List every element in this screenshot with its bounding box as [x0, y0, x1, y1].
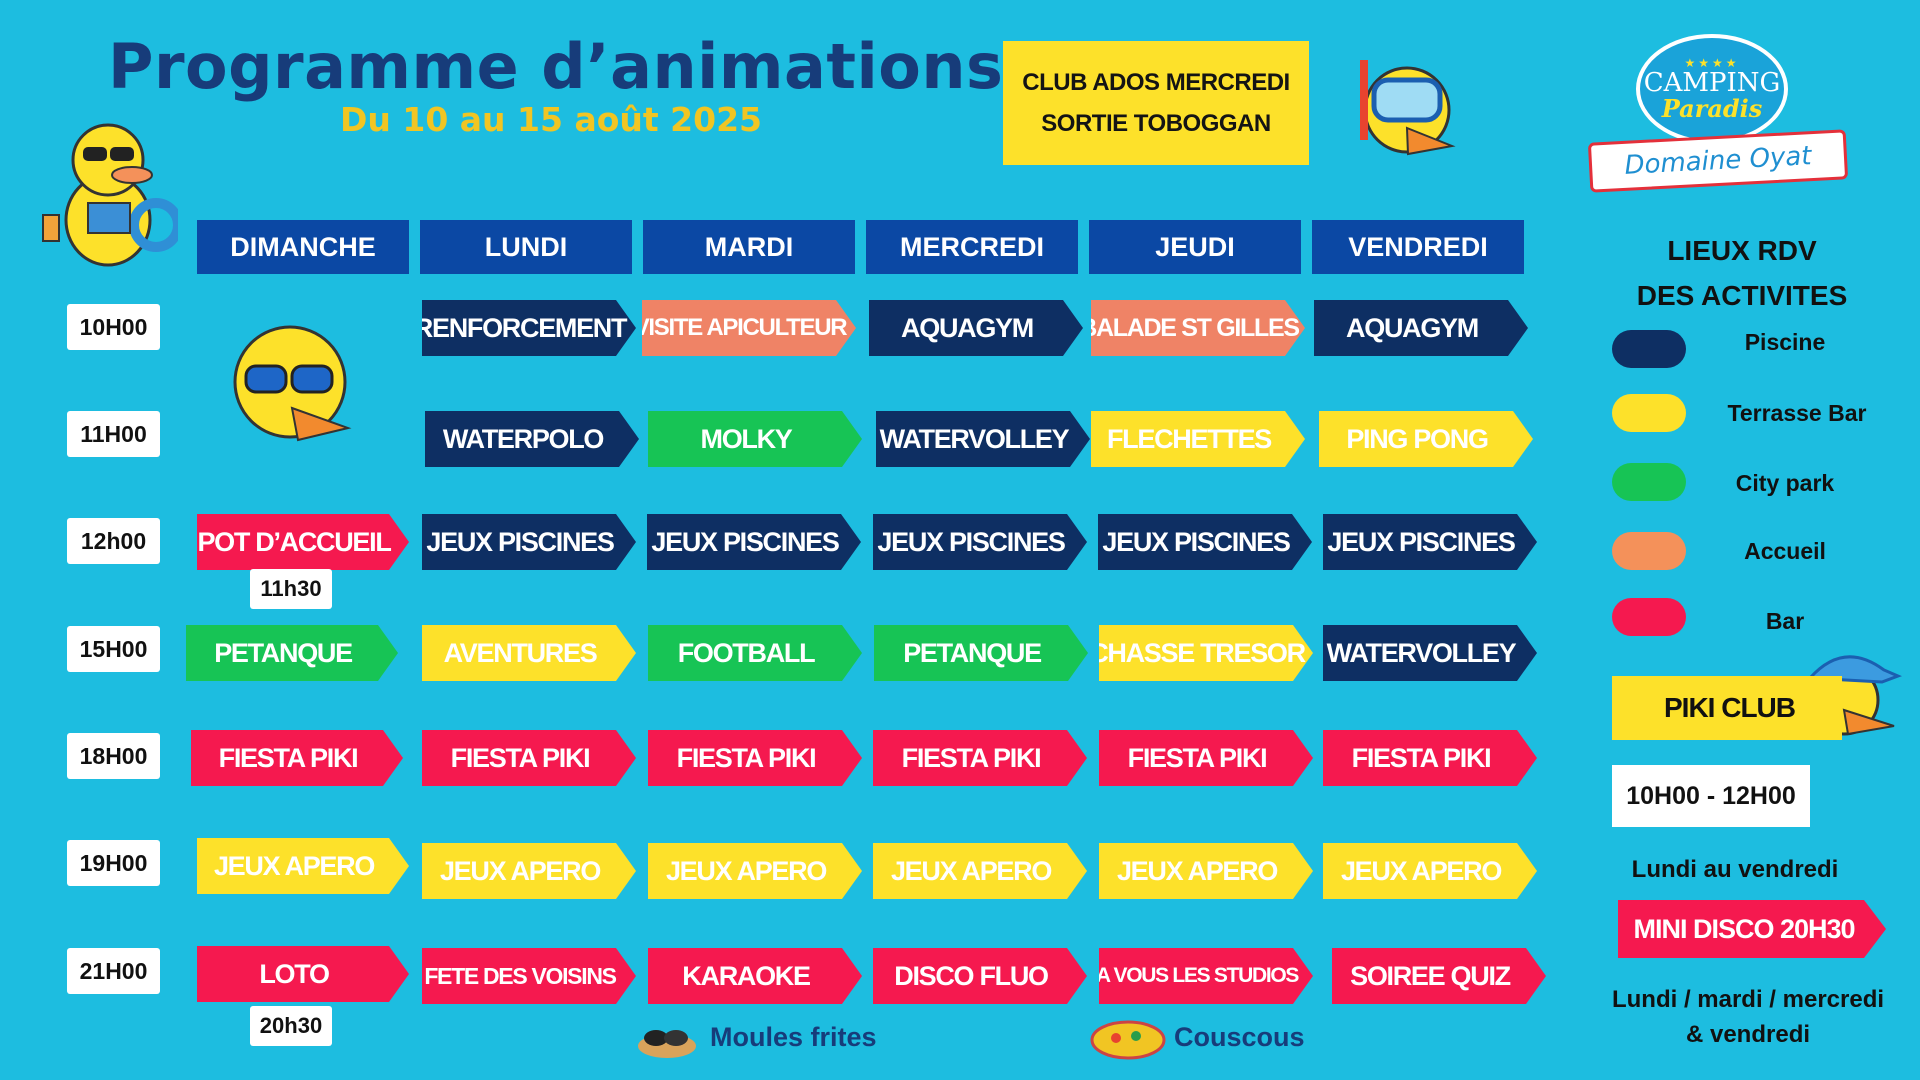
legend-label-accueil: Accueil: [1744, 538, 1826, 564]
activity-vendredi-18h: FIESTA PIKI: [1323, 730, 1537, 786]
club-line-2: SORTIE TOBOGGAN: [1041, 110, 1271, 137]
legend-label-piscine: Piscine: [1744, 329, 1826, 355]
club-line-1: CLUB ADOS MERCREDI: [1022, 69, 1290, 96]
activity-lundi-12h: JEUX PISCINES: [422, 514, 636, 570]
club-ados-banner: CLUB ADOS MERCREDI SORTIE TOBOGGAN: [1003, 41, 1309, 165]
mussels-icon: [638, 1030, 696, 1058]
activity-vendredi-15h: WATERVOLLEY: [1323, 625, 1537, 681]
activity-dimanche-21h: LOTO: [197, 946, 409, 1002]
time-15h00: 15H00: [67, 626, 160, 672]
activity-vendredi-11h: PING PONG: [1319, 411, 1533, 467]
duck-snorkel-icon: [1360, 60, 1456, 156]
legend-title-line-2: DES ACTIVITES: [1636, 280, 1848, 311]
activity-dimanche-12h: POT D’ACCUEIL: [197, 514, 409, 570]
activity-mardi-10h: VISITE APICULTEUR: [642, 300, 856, 356]
day-jeudi: JEUDI: [1089, 220, 1301, 274]
activity-mercredi-15h: PETANQUE: [874, 625, 1088, 681]
page-subtitle: Du 10 au 15 août 2025: [340, 100, 762, 139]
time-19h00: 19H00: [67, 840, 160, 886]
legend-swatch-accueil: [1612, 532, 1686, 570]
mini-disco-days-1: Lundi / mardi / mercredi: [1611, 986, 1885, 1013]
day-lundi: LUNDI: [420, 220, 632, 274]
logo-camping-text: CAMPING: [1643, 68, 1781, 98]
activity-vendredi-19h: JEUX APERO: [1323, 843, 1537, 899]
activity-mardi-15h: FOOTBALL: [648, 625, 862, 681]
duck-sunglasses-icon: [233, 325, 352, 442]
activity-lundi-19h: JEUX APERO: [422, 843, 636, 899]
activity-mercredi-10h: AQUAGYM: [869, 300, 1083, 356]
activity-jeudi-15h: CHASSE TRESOR: [1099, 625, 1313, 681]
activity-mercredi-12h: JEUX PISCINES: [873, 514, 1087, 570]
food-couscous: Couscous: [1174, 1022, 1305, 1052]
legend-label-terrasse-bar: Terrasse Bar: [1727, 400, 1867, 426]
mini-disco-days-2: & vendredi: [1685, 1021, 1811, 1048]
activity-lundi-15h: AVENTURES: [422, 625, 636, 681]
activity-lundi-10h: RENFORCEMENT: [422, 300, 636, 356]
time-12h00: 12h00: [67, 518, 160, 564]
activity-dimanche-15h: PETANQUE: [186, 625, 398, 681]
day-dimanche: DIMANCHE: [197, 220, 409, 274]
couscous-icon: [1090, 1020, 1166, 1060]
legend-title: LIEUX RDV DES ACTIVITES: [1602, 228, 1882, 318]
activity-mercredi-21h: DISCO FLUO: [873, 948, 1087, 1004]
activity-mercredi-11h: WATERVOLLEY: [876, 411, 1090, 467]
legend-label-bar: Bar: [1765, 608, 1805, 634]
activity-lundi-18h: FIESTA PIKI: [422, 730, 636, 786]
duck-mascot-icon: [42, 123, 178, 267]
time-10h00: 10H00: [67, 304, 160, 350]
legend-swatch-terrasse-bar: [1612, 394, 1686, 432]
legend-label-city-park: City park: [1735, 470, 1835, 496]
activity-jeudi-18h: FIESTA PIKI: [1099, 730, 1313, 786]
camping-logo: ★★★★ CAMPING Paradis: [1636, 34, 1788, 144]
activity-jeudi-19h: JEUX APERO: [1099, 843, 1313, 899]
legend-swatch-bar: [1612, 598, 1686, 636]
day-mardi: MARDI: [643, 220, 855, 274]
day-mercredi: MERCREDI: [866, 220, 1078, 274]
activity-vendredi-10h: AQUAGYM: [1314, 300, 1528, 356]
day-vendredi: VENDREDI: [1312, 220, 1524, 274]
activity-vendredi-21h: SOIREE QUIZ: [1332, 948, 1546, 1004]
mini-disco-banner: MINI DISCO 20H30: [1618, 900, 1886, 958]
activity-jeudi-10h: BALADE ST GILLES: [1091, 300, 1305, 356]
activity-mercredi-19h: JEUX APERO: [873, 843, 1087, 899]
food-moules-frites: Moules frites: [710, 1022, 877, 1052]
logo-paradis-text: Paradis: [1661, 94, 1763, 123]
page-title: Programme d’animations: [108, 30, 1004, 103]
activity-lundi-21h: FETE DES VOISINS: [422, 948, 636, 1004]
piki-club-hours: 10H00 - 12H00: [1612, 765, 1810, 827]
legend-swatch-piscine: [1612, 330, 1686, 368]
legend-swatch-city-park: [1612, 463, 1686, 501]
piki-club-days: Lundi au vendredi: [1631, 856, 1839, 883]
activity-jeudi-21h: A VOUS LES STUDIOS: [1099, 948, 1313, 1004]
activity-dimanche-19h: JEUX APERO: [197, 838, 409, 894]
activity-mercredi-18h: FIESTA PIKI: [873, 730, 1087, 786]
activity-jeudi-12h: JEUX PISCINES: [1098, 514, 1312, 570]
activity-vendredi-12h: JEUX PISCINES: [1323, 514, 1537, 570]
loto-time: 20h30: [250, 1006, 332, 1046]
activity-dimanche-18h: FIESTA PIKI: [191, 730, 403, 786]
activity-mardi-18h: FIESTA PIKI: [648, 730, 862, 786]
legend-title-line-1: LIEUX RDV: [1667, 235, 1817, 266]
time-18h00: 18H00: [67, 733, 160, 779]
pot-accueil-time: 11h30: [250, 569, 332, 609]
activity-lundi-11h: WATERPOLO: [425, 411, 639, 467]
logo-stars: ★★★★: [1684, 56, 1740, 70]
activity-mardi-21h: KARAOKE: [648, 948, 862, 1004]
activity-mardi-12h: JEUX PISCINES: [647, 514, 861, 570]
activity-mardi-11h: MOLKY: [648, 411, 862, 467]
piki-club-banner: PIKI CLUB: [1612, 676, 1842, 740]
activity-mardi-19h: JEUX APERO: [648, 843, 862, 899]
time-21h00: 21H00: [67, 948, 160, 994]
time-11h00: 11H00: [67, 411, 160, 457]
logo-domaine-label: Domaine Oyat: [1587, 129, 1849, 193]
activity-jeudi-11h: FLECHETTES: [1091, 411, 1305, 467]
